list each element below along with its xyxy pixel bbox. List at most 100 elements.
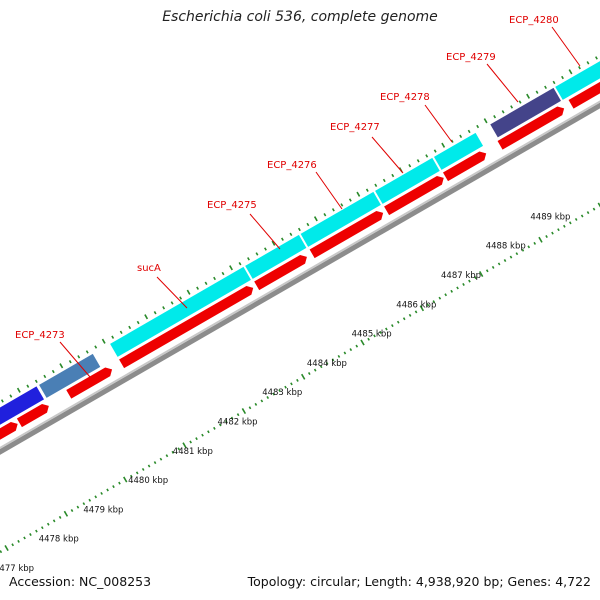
scale-major-tick [182,442,187,449]
outer-major-tick [59,363,64,369]
gene-label-ecp4278[interactable]: ECP_4278 [380,92,430,103]
outer-minor-tick [34,379,38,384]
outer-major-tick [441,142,446,148]
scale-minor-tick [337,354,341,358]
leader-line [551,26,581,67]
gene-labels: ECP_4273 sucA ECP_4275 ECP_4276 ECP_4277… [15,15,581,378]
outer-minor-tick [535,90,539,94]
scale-minor-tick [592,207,596,211]
outer-minor-tick [43,374,47,379]
outer-minor-tick [77,355,81,359]
scale-minor-tick [141,467,145,471]
scale-label: 4480 kbp [128,476,168,486]
leader-line [315,171,343,210]
outer-minor-tick [221,271,225,276]
reverse-gene-arrow[interactable] [119,284,256,369]
reverse-gene-arrow[interactable] [0,420,20,447]
map-title: Escherichia coli 536, complete genome [162,9,438,25]
outer-minor-tick [94,345,98,349]
outer-minor-tick [467,129,471,134]
scale-minor-tick [171,450,175,454]
gene-label-ecp4277[interactable]: ECP_4277 [330,122,380,133]
scale-minor-tick [40,526,44,530]
gene-block-ecp4273[interactable] [39,353,101,398]
scale-minor-tick [391,324,394,328]
scale-minor-tick [408,313,412,317]
outer-minor-tick [255,252,259,256]
scale-minor-tick [0,550,3,554]
gene-block-ecp4280[interactable] [555,26,600,100]
scale-minor-tick [432,300,436,304]
outer-minor-tick [518,100,522,104]
outer-minor-tick [561,75,564,80]
scale-minor-tick [284,385,287,389]
gene-label-ecp4276[interactable]: ECP_4276 [267,160,317,171]
scale-minor-tick [88,498,92,502]
outer-minor-tick [247,257,250,261]
gene-label-ecp4273[interactable]: ECP_4273 [15,330,65,341]
scale-minor-tick [307,372,311,376]
scale-label: 4488 kbp [486,242,526,252]
reverse-gene-arrow[interactable] [442,149,489,182]
reverse-gene-arrow[interactable] [568,48,600,109]
outer-minor-tick [374,183,378,188]
gene-block-ecp4277[interactable] [375,157,440,204]
scale-minor-tick [343,351,347,355]
outer-major-tick [526,93,531,99]
reverse-gene-arrow[interactable] [384,174,446,216]
scale-major-tick [538,236,543,243]
scale-minor-tick [551,231,554,235]
scale-minor-tick [290,382,293,386]
scale-minor-tick [426,303,430,307]
reverse-gene-arrow[interactable] [66,365,114,399]
scale-minor-tick [17,539,20,543]
reverse-gene-arrow[interactable] [16,402,51,428]
scale-minor-tick [491,265,495,269]
outer-major-tick [16,387,21,393]
scale-minor-tick [450,289,453,293]
scale-minor-tick [574,217,578,221]
outer-minor-tick [119,330,123,335]
outer-minor-tick [264,247,267,251]
gene-label-suca[interactable]: sucA [137,263,161,274]
scale-minor-tick [177,447,181,451]
track-group [0,0,600,554]
gene-block-ecp4276[interactable] [300,191,381,247]
scale-minor-tick [503,259,507,263]
scale-minor-tick [130,474,133,478]
outer-minor-tick [340,203,344,207]
reverse-gene-arrow[interactable] [497,104,567,150]
scale-minor-tick [545,235,548,239]
outer-minor-tick [136,320,140,325]
gene-label-ecp4280[interactable]: ECP_4280 [509,15,559,26]
gene-block-ecp4275[interactable] [245,234,307,279]
leader-line [59,341,91,378]
leader-line [156,276,188,309]
outer-minor-tick [238,262,242,266]
reverse-gene-track [0,48,600,447]
scale-minor-tick [313,368,317,372]
gene-block-suca[interactable] [110,266,251,357]
reverse-gene-arrow[interactable] [254,253,309,291]
outer-minor-tick [578,66,581,70]
gene-block-ecp4279[interactable] [490,87,562,138]
gene-block-blue[interactable] [0,386,44,438]
scale-minor-tick [236,413,240,417]
reverse-gene-arrow[interactable] [309,209,386,259]
outer-minor-tick [501,110,505,114]
scale-minor-tick [474,276,477,280]
gene-label-ecp4275[interactable]: ECP_4275 [207,200,257,211]
scale-label: 4482 kbp [218,418,258,428]
outer-minor-tick [493,115,497,119]
scale-label: 4485 kbp [352,330,392,340]
gene-block-ecp4278[interactable] [433,132,484,170]
scale-minor-tick [278,389,281,393]
genome-summary-text: Topology: circular; Length: 4,938,920 bp… [247,574,591,589]
outer-minor-tick [408,164,412,168]
scale-minor-tick [70,509,74,513]
scale-minor-tick [153,461,157,465]
scale-major-tick [123,476,128,483]
gene-label-ecp4279[interactable]: ECP_4279 [446,52,496,63]
